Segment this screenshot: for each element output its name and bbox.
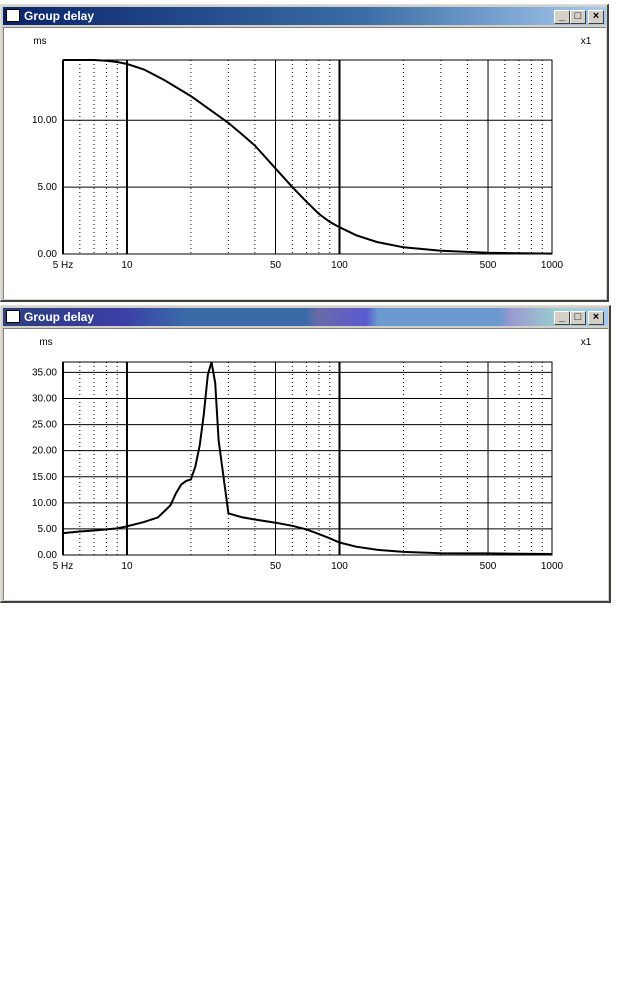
x-tick-label: 5 Hz <box>53 561 74 572</box>
group-delay-chart: ms x1 0.00 5.00 10.00 15.00 20.00 25.00 30.00 3… <box>32 337 592 572</box>
y-tick-label: 5.00 <box>38 182 58 193</box>
x-tick-label: 10 <box>121 561 133 572</box>
x-tick-label: 100 <box>331 260 348 271</box>
minimize-button[interactable]: _ <box>554 10 570 24</box>
y-unit-label: ms <box>33 36 46 47</box>
x-tick-label: 5 Hz <box>53 260 74 271</box>
chart-area: ms x1 0.00 5.00 10.00 5 Hz 10 50 100 500 1000 <box>3 27 606 299</box>
group-delay-curve <box>62 361 553 555</box>
chart-window-icon <box>6 310 20 323</box>
minimize-button[interactable]: _ <box>554 311 570 325</box>
close-button[interactable]: × <box>588 10 604 24</box>
group-delay-curve <box>63 59 553 255</box>
chart-area: ms x1 0.00 5.00 10.00 15.00 20.00 25.00 30.00 3… <box>3 328 608 600</box>
maximize-button[interactable]: □ <box>570 311 586 325</box>
plot-frame <box>62 59 553 255</box>
x-tick-label: 500 <box>480 260 497 271</box>
scale-label: x1 <box>581 337 592 348</box>
x-tick-label: 1000 <box>541 561 564 572</box>
title-bar[interactable]: Group delay _ □ × <box>3 7 606 25</box>
x-tick-label: 500 <box>480 561 497 572</box>
maximize-button[interactable]: □ <box>570 10 586 24</box>
y-tick-label: 0.00 <box>38 249 58 260</box>
group-delay-window-2: Group delay _ □ × ms x1 0.00 5.00 10.00 15.… <box>0 305 611 603</box>
y-unit-label: ms <box>39 337 52 348</box>
y-tick-label: 10.00 <box>32 498 57 509</box>
y-tick-label: 10.00 <box>32 115 57 126</box>
y-tick-label: 30.00 <box>32 394 57 405</box>
x-tick-label: 10 <box>121 260 133 271</box>
y-tick-label: 20.00 <box>32 446 57 457</box>
chart-window-icon <box>6 9 20 22</box>
close-button[interactable]: × <box>588 311 604 325</box>
group-delay-chart: ms x1 0.00 5.00 10.00 5 Hz 10 50 100 500 1000 <box>32 36 592 271</box>
window-title: Group delay <box>24 310 95 324</box>
y-tick-label: 35.00 <box>32 367 57 378</box>
y-tick-label: 0.00 <box>38 550 58 561</box>
x-tick-label: 50 <box>270 561 282 572</box>
plot-frame <box>62 361 553 556</box>
scale-label: x1 <box>581 36 592 47</box>
x-tick-label: 1000 <box>541 260 564 271</box>
window-title: Group delay <box>24 9 95 23</box>
y-tick-label: 15.00 <box>32 472 57 483</box>
title-bar[interactable]: Group delay _ □ × <box>3 308 608 326</box>
y-tick-label: 25.00 <box>32 420 57 431</box>
group-delay-window-1: Group delay _ □ × ms x1 0.00 5.00 10.00 5 H… <box>0 4 609 302</box>
x-tick-label: 50 <box>270 260 282 271</box>
y-tick-label: 5.00 <box>38 524 58 535</box>
x-tick-label: 100 <box>331 561 348 572</box>
